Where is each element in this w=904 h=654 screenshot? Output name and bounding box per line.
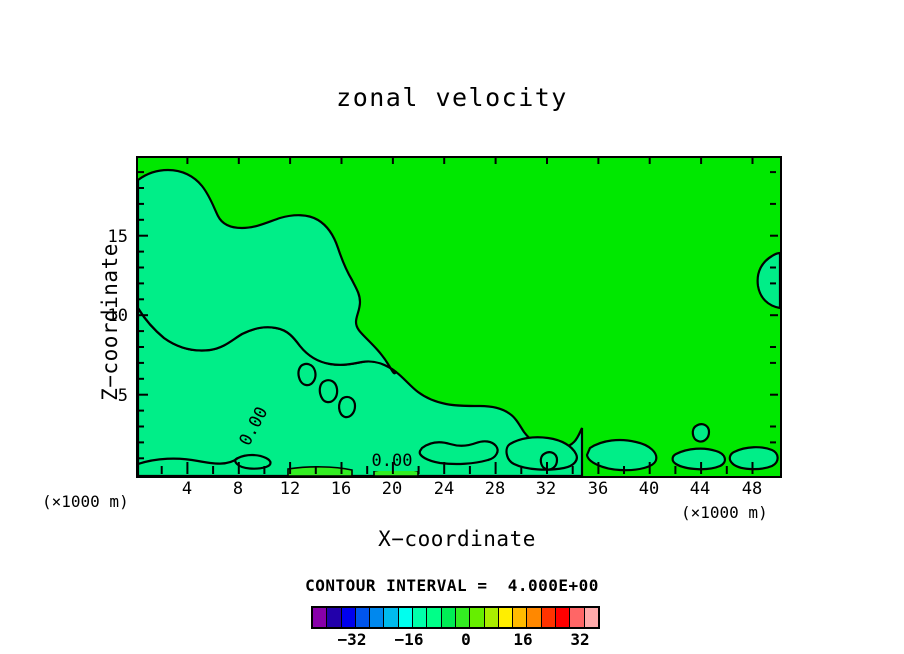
contour-region-bottom-3: [505, 436, 578, 471]
colorbar-swatch-12[interactable]: [484, 608, 499, 627]
contour-region-bottom-sliver: [287, 466, 353, 476]
contour-region-negative-upper: [138, 168, 398, 375]
xtick-label-12: 12: [279, 479, 301, 499]
colorbar-label-32: 32: [570, 630, 590, 649]
colorbar-swatch-9[interactable]: [441, 608, 456, 627]
y-axis-units-label: (×1000 m): [42, 492, 129, 511]
contour-cell-c: [338, 395, 357, 419]
axis-ticks: [138, 156, 778, 474]
ytick-label-5: 5: [117, 386, 128, 406]
colorbar-swatch-17[interactable]: [556, 608, 571, 627]
contour-cell-small-right: [691, 423, 711, 443]
colorbar-swatch-16[interactable]: [541, 608, 557, 627]
colorbar-swatch-13[interactable]: [498, 608, 514, 627]
colorbar-swatch-5[interactable]: [384, 608, 399, 627]
contour-region-bottom-4: [585, 438, 658, 472]
xtick-label-4: 4: [181, 479, 193, 499]
colorbar-swatch-0[interactable]: [313, 608, 328, 627]
colorbar-swatch-8[interactable]: [427, 608, 442, 627]
contour-cell-b: [318, 379, 339, 404]
contour-field: 0.00 0.00: [138, 158, 780, 476]
xtick-label-24: 24: [433, 479, 455, 499]
contour-label-1: 0.00: [372, 451, 413, 471]
contour-region-bottom-2: [418, 440, 499, 466]
xtick-label-28: 28: [484, 479, 506, 499]
ytick-label-10: 10: [107, 306, 128, 326]
x-axis-units-label: (×1000 m): [681, 503, 768, 522]
contour-region-bottom-5: [671, 447, 726, 471]
contour-region-bottom-6: [728, 446, 779, 471]
colorbar-swatch-18[interactable]: [570, 608, 585, 627]
colorbar-swatch-14[interactable]: [513, 608, 528, 627]
colorbar-swatch-1[interactable]: [327, 608, 342, 627]
ytick-label-15: 15: [107, 227, 128, 247]
contour-cell-a: [297, 362, 317, 387]
plot-area[interactable]: 0.00 0.00: [136, 156, 782, 478]
colorbar-swatch-6[interactable]: [398, 608, 414, 627]
colorbar-swatch-3[interactable]: [355, 608, 371, 627]
xtick-label-20: 20: [381, 479, 403, 499]
colorbar-swatch-19[interactable]: [584, 608, 598, 627]
colorbar-swatch-7[interactable]: [413, 608, 428, 627]
colorbar-label--32: −32: [337, 630, 367, 649]
contour-interval-label: CONTOUR INTERVAL = 4.000E+00: [305, 576, 599, 595]
xtick-label-8: 8: [232, 479, 244, 499]
colorbar-label-0: 0: [461, 630, 471, 649]
colorbar-swatch-11[interactable]: [470, 608, 485, 627]
xtick-label-32: 32: [535, 479, 557, 499]
y-axis-title: Z−coordinate: [98, 243, 122, 401]
colorbar-label--16: −16: [394, 630, 424, 649]
xtick-label-36: 36: [587, 479, 609, 499]
contour-cell-small-mid: [539, 451, 559, 471]
contour-region-bottom-strip: [234, 453, 272, 470]
xtick-label-44: 44: [689, 479, 711, 499]
colorbar-swatch-10[interactable]: [455, 608, 471, 627]
colorbar[interactable]: [311, 606, 600, 629]
contour-label-group: 0.00 0.00: [231, 398, 418, 471]
xtick-label-16: 16: [330, 479, 352, 499]
colorbar-tick-labels: −32 −16 0 16 32: [311, 630, 596, 652]
colorbar-swatch-4[interactable]: [370, 608, 385, 627]
page-title: zonal velocity: [336, 83, 568, 112]
xtick-label-40: 40: [638, 479, 660, 499]
contour-line-bottom: [138, 457, 239, 466]
x-axis-title: X−coordinate: [378, 527, 536, 551]
xtick-label-48: 48: [741, 479, 763, 499]
colorbar-swatch-15[interactable]: [527, 608, 542, 627]
colorbar-label-16: 16: [513, 630, 533, 649]
colorbar-swatch-2[interactable]: [341, 608, 356, 627]
